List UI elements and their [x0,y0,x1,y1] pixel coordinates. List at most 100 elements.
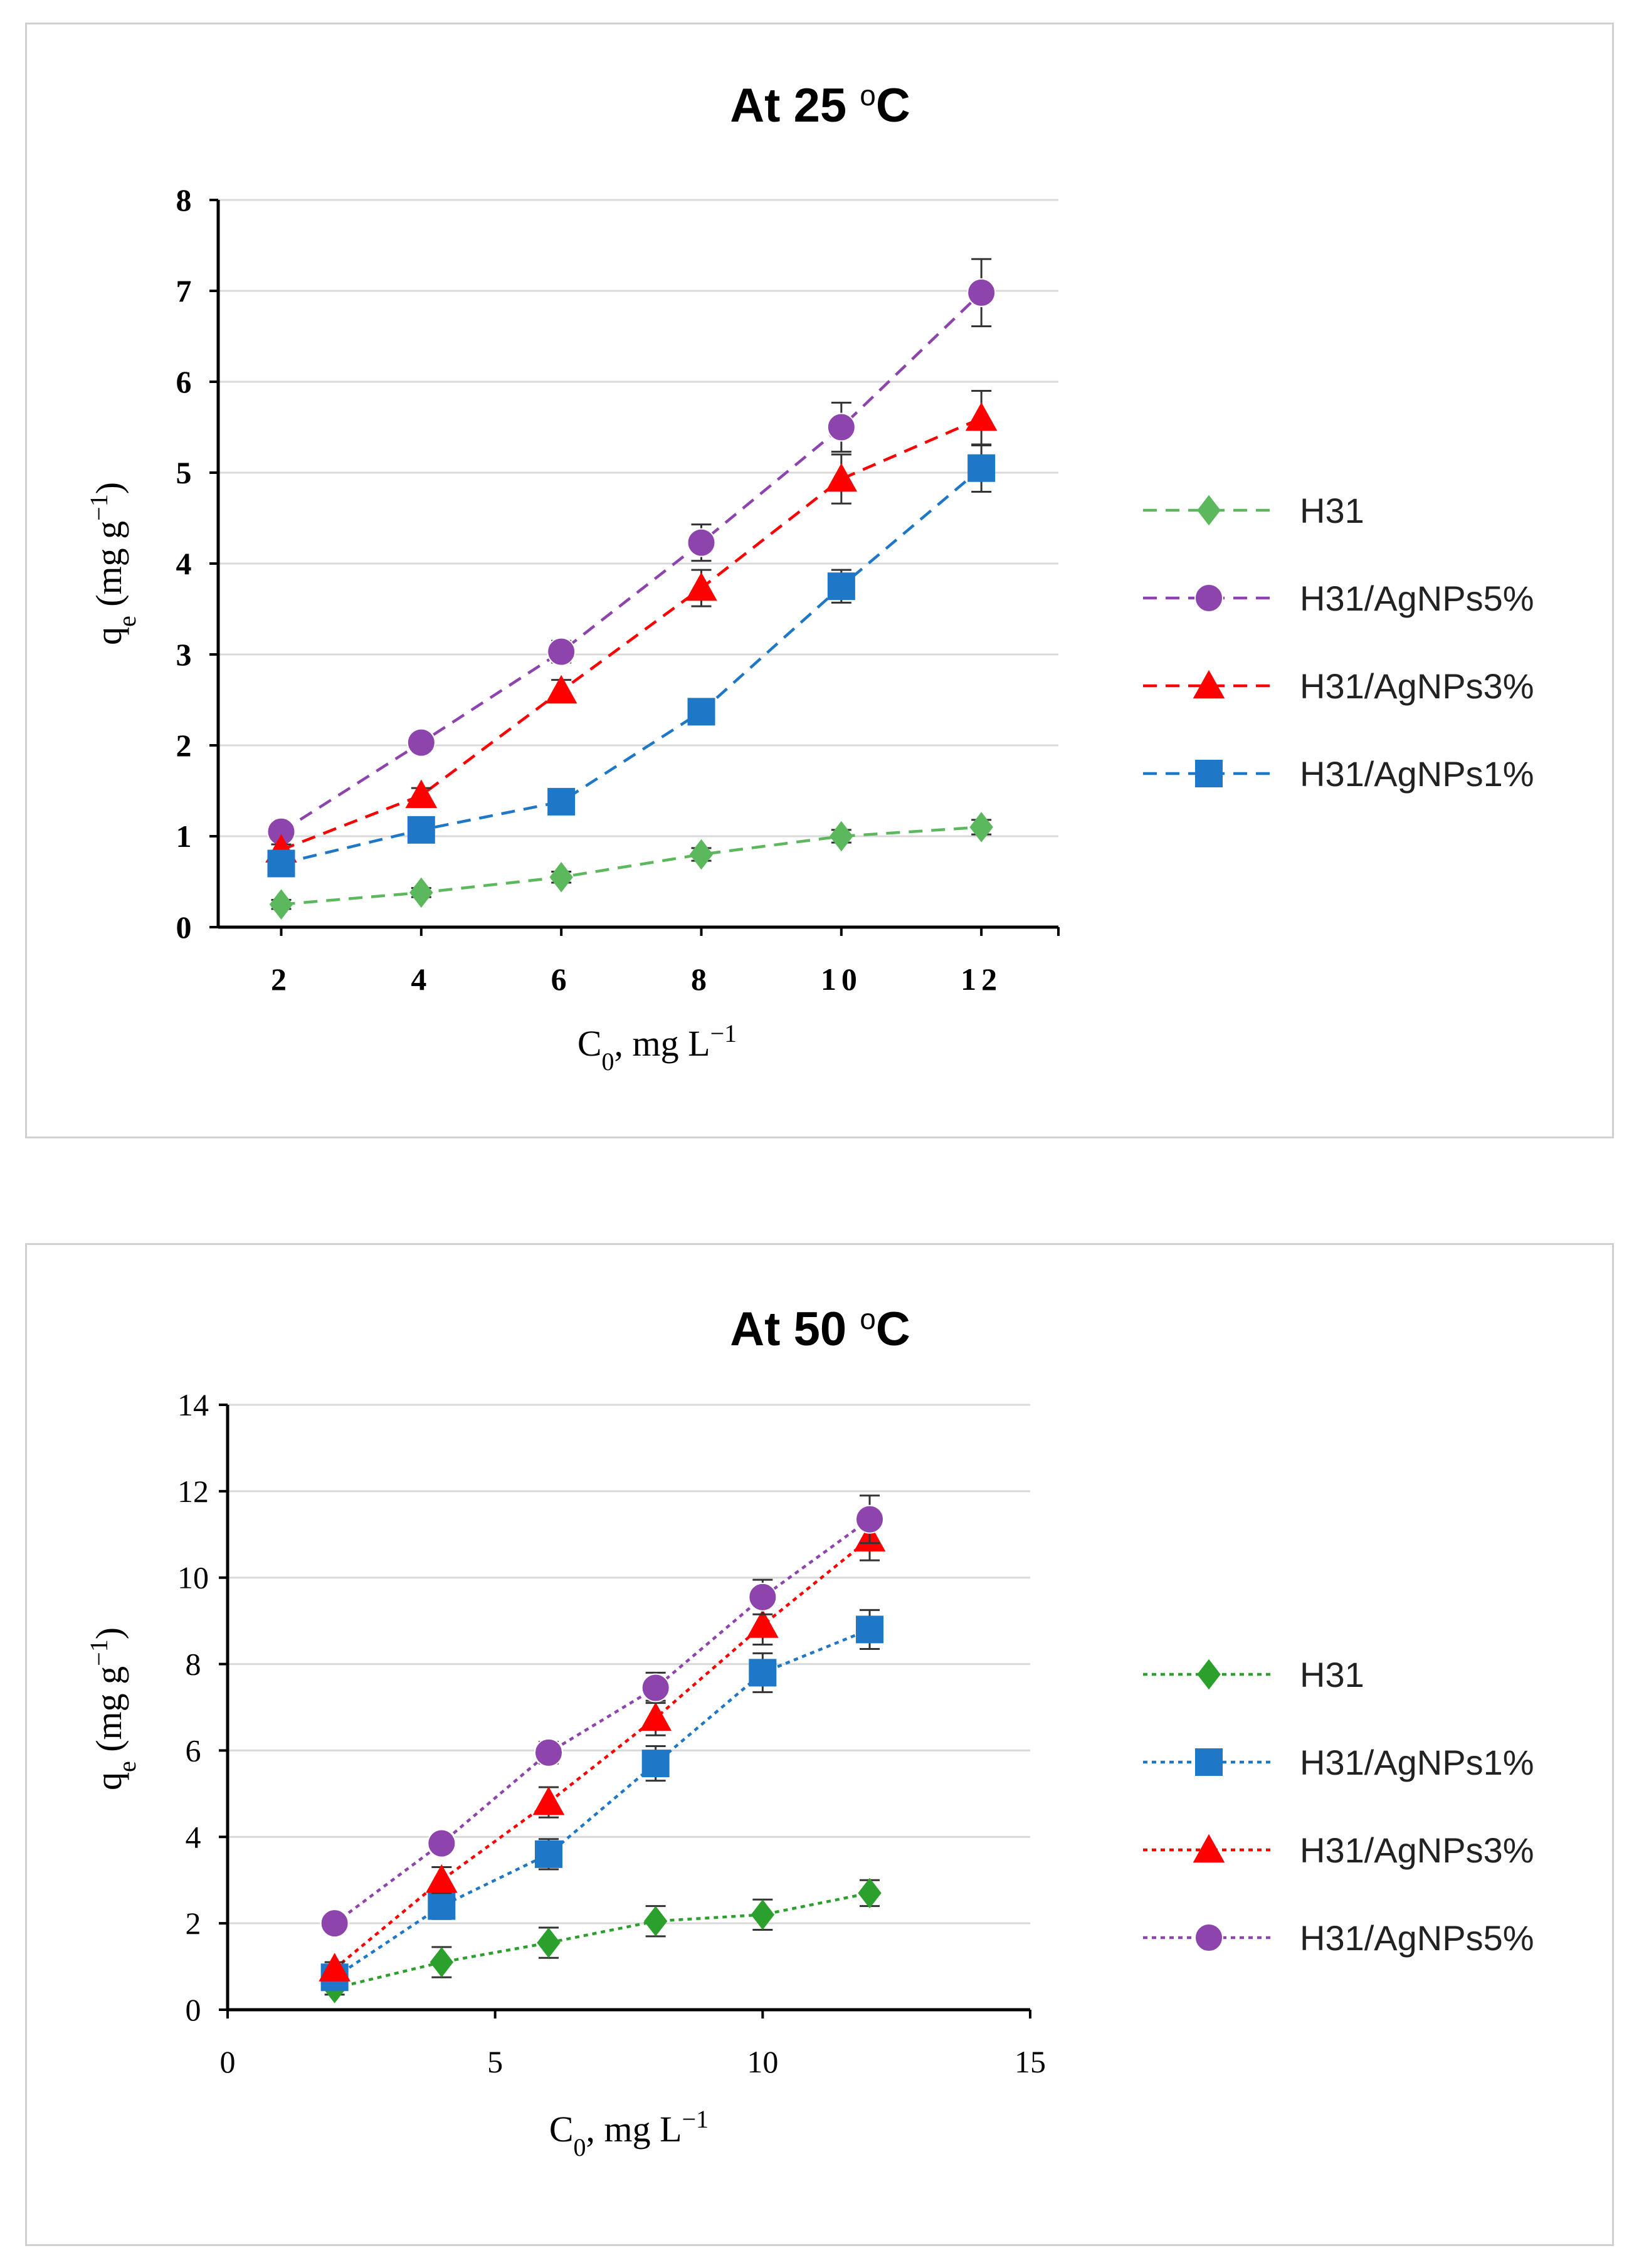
chart-25c-point-h31-agnps1pct [267,849,295,878]
chart-25c-legend-label-h31: H31 [1300,491,1364,530]
chart-50c-xlabel: C0, mg L−1 [549,2105,709,2161]
chart-25c-line-h31 [281,826,982,906]
chart-50c-legend-item-h31-agnps5pct: H31/AgNPs5% [1143,1918,1534,1958]
chart-50c-point-h31-agnps3pct [532,1786,565,1815]
chart-50c-legend-marker-h31-agnps1pct [1195,1748,1223,1776]
chart-25c-title: At 25 oC [730,79,910,132]
chart-50c-legend-marker-h31 [1197,1659,1221,1690]
chart-25c-xtick-label: 6 [551,962,572,997]
chart-50c-point-h31-agnps5pct [534,1738,563,1767]
chart-25c-legend-marker-h31-agnps1pct [1195,760,1223,787]
chart-50c-ytick-label: 8 [186,1647,201,1682]
chart-50c-ylabel: qe (mg g−1) [85,1627,141,1790]
chart-25c-point-h31-agnps5pct [687,528,716,557]
chart-25c-line-h31-agnps3pct [280,416,983,851]
chart-50c-ytick-label: 0 [186,1992,201,2027]
chart-50c-point-h31-agnps5pct [855,1504,884,1534]
chart-25c-ytick-label: 2 [176,728,192,763]
chart-50c-point-h31-agnps1pct [856,1615,883,1644]
chart-25c-point-h31 [830,821,853,852]
chart-25c-point-h31-agnps3pct [545,675,577,704]
chart-50c-ytick-label: 10 [177,1560,209,1595]
chart-50c-series-h31 [322,1877,882,2003]
chart-50c-point-h31 [430,1946,454,1978]
chart-25c-xlabel: C0, mg L−1 [577,1019,737,1076]
chart-25c-ytick-label: 3 [176,637,192,672]
chart-25c-line-h31-agnps1pct [280,467,983,865]
chart-50c-legend-marker-h31-agnps5pct [1194,1923,1223,1952]
chart-50c-point-h31-agnps5pct [320,1909,349,1938]
chart-50c-point-h31-agnps5pct [427,1829,456,1858]
chart-50c-xtick-label: 5 [487,2044,503,2079]
chart-50c-series-h31-agnps1pct [320,1609,883,1992]
chart-50c-point-h31-agnps1pct [535,1840,562,1868]
chart-25c-xtick-label: 10 [821,962,862,997]
chart-50c-series-h31-agnps3pct [319,1516,886,1982]
chart-25c-series-h31-agnps3pct [265,390,998,863]
chart-25c-point-h31-agnps5pct [406,728,436,757]
chart-50c-point-h31-agnps5pct [641,1673,670,1703]
chart-50c-point-h31 [643,1906,668,1936]
chart-25c-ytick-label: 4 [176,546,192,581]
chart-25c-point-h31-agnps1pct [827,572,855,601]
chart-50c-series-h31-agnps5pct [320,1494,884,1938]
chart-50c-point-h31-agnps3pct [640,1702,672,1731]
chart-50c-legend-label-h31: H31 [1300,1655,1364,1694]
chart-50c-xtick-label: 10 [747,2044,778,2079]
chart-25c-point-h31-agnps3pct [685,572,717,601]
chart-50c-ytick-label: 12 [177,1474,209,1509]
chart-50c-point-h31-agnps1pct [428,1892,456,1920]
chart-25c-ytick-label: 1 [176,819,192,854]
chart-25c-series-h31-agnps5pct [266,258,996,846]
chart-25c-xtick-label: 2 [271,962,292,997]
chart-50c-point-h31 [858,1877,882,1909]
chart-50c-point-h31 [537,1927,561,1958]
chart-25c-point-h31 [969,812,993,843]
chart-50c-legend-label-h31-agnps1pct: H31/AgNPs1% [1300,1743,1534,1782]
chart-25c-point-h31-agnps5pct [967,278,996,307]
chart-25c-legend-item-h31-agnps5pct: H31/AgNPs5% [1143,579,1534,618]
chart-50c-ytick-label: 2 [186,1906,201,1941]
chart-25c-xtick-label: 4 [411,962,431,997]
chart-25c-xtick-label: 8 [691,962,712,997]
chart-25c-legend-marker-h31-agnps5pct [1194,584,1223,612]
chart-25c-point-h31 [689,839,714,870]
chart-25c-legend-label-h31-agnps5pct: H31/AgNPs5% [1300,579,1534,618]
chart-50c-ytick-label: 6 [186,1733,201,1768]
chart-50c-legend-item-h31-agnps1pct: H31/AgNPs1% [1143,1743,1534,1782]
chart-25c-series-h31 [269,812,993,920]
chart-25c-point-h31-agnps5pct [826,412,856,442]
chart-25c-ytick-label: 5 [176,455,192,490]
chart-25c-point-h31-agnps1pct [687,698,715,726]
chart-25c-legend-label-h31-agnps1pct: H31/AgNPs1% [1300,754,1534,794]
chart-50c-point-h31-agnps3pct [319,1953,350,1982]
chart-25c-ytick-label: 6 [176,364,192,399]
chart-25c-legend-marker-h31 [1197,495,1221,526]
chart-25c-point-h31-agnps5pct [547,637,576,666]
chart-50c-ytick-label: 14 [177,1387,209,1422]
chart-50c-xtick-label: 0 [220,2044,236,2079]
chart-50c-point-h31-agnps3pct [426,1864,458,1893]
chart-50c-legend-item-h31-agnps3pct: H31/AgNPs3% [1143,1830,1534,1870]
chart-panel-25c: At 25 oC 0 1 2 3 4 5 6 7 8 2 4 6 8 10 12 C0, mg L−1 qe (m… [25,23,1614,1138]
chart-50c-legend-label-h31-agnps5pct: H31/AgNPs5% [1300,1918,1534,1958]
chart-25c-point-h31-agnps1pct [967,454,996,482]
chart-svg-50c: At 50 oC 0 2 4 6 8 10 12 14 0 5 10 15 C0, mg L−1 qe (m… [85,1303,1534,2161]
chart-50c-line-h31-agnps1pct [334,1628,870,1979]
chart-50c-legend-label-h31-agnps3pct: H31/AgNPs3% [1300,1830,1534,1870]
chart-25c-legend-item-h31: H31 [1143,491,1364,530]
chart-25c-point-h31 [549,862,573,893]
chart-25c-ytick-label: 8 [176,182,192,218]
chart-25c-series-h31-agnps1pct [267,443,996,878]
chart-25c-xtick-label: 12 [961,962,1002,997]
chart-50c-point-h31-agnps5pct [748,1582,777,1612]
chart-25c-point-h31 [269,889,293,920]
chart-50c-point-h31-agnps1pct [641,1750,670,1778]
chart-50c-title: At 50 oC [730,1303,910,1356]
chart-25c-point-h31-agnps1pct [547,787,576,816]
chart-25c-legend-item-h31-agnps1pct: H31/AgNPs1% [1143,754,1534,794]
chart-50c-line-h31-agnps5pct [334,1518,871,1924]
chart-50c-legend-marker-h31-agnps3pct [1193,1834,1225,1863]
chart-25c-legend-item-h31-agnps3pct: H31/AgNPs3% [1143,666,1534,706]
